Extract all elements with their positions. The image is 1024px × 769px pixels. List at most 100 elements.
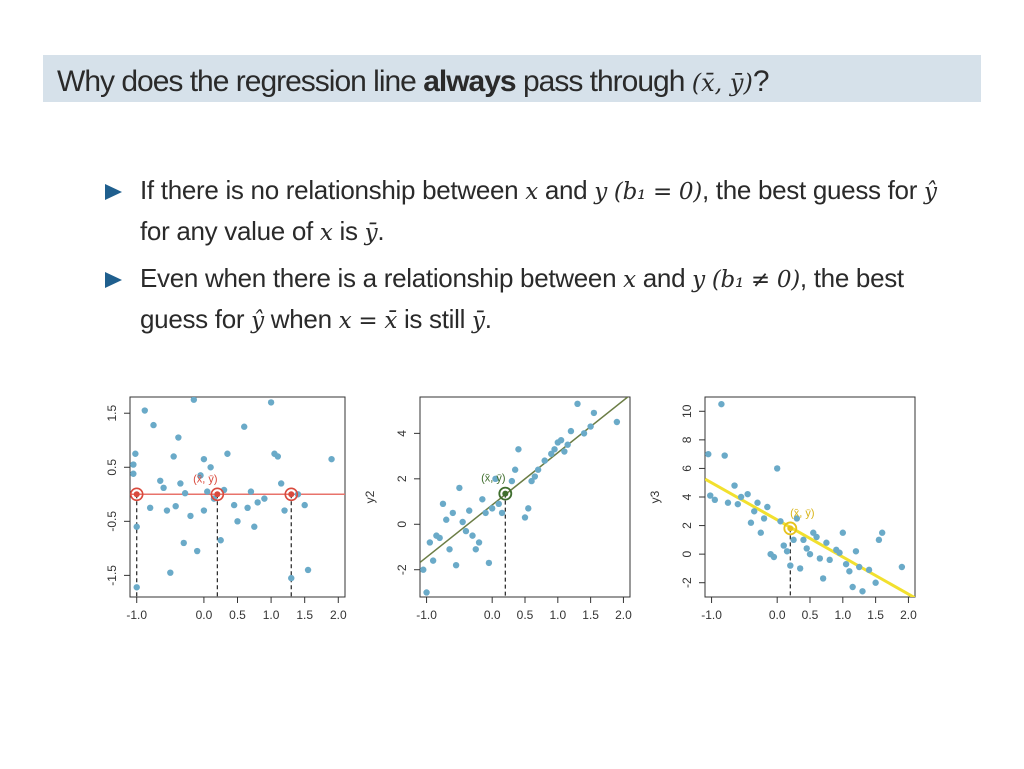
data-point	[462, 527, 470, 535]
data-point	[187, 512, 194, 520]
data-point	[217, 537, 224, 544]
data-point	[150, 421, 157, 429]
x-tick-label: 1.5	[582, 608, 599, 622]
data-point	[181, 490, 189, 497]
data-point	[197, 472, 204, 479]
data-point	[849, 583, 856, 591]
scatter-plots: -1.0 0.0 0.5 1.0 1.5 2.0 -1.5 -0.5 0.5 1.5 (x̄, ȳ)…	[105, 396, 917, 622]
data-point	[803, 545, 810, 552]
data-point	[747, 519, 755, 526]
data-point	[770, 553, 778, 561]
bullet-math: x	[319, 220, 333, 246]
data-point	[561, 448, 568, 455]
data-point	[204, 488, 211, 495]
data-point	[856, 563, 863, 571]
y-tick-label: -1.5	[105, 565, 119, 586]
data-point	[180, 539, 187, 547]
data-point	[469, 532, 476, 539]
data-point	[557, 436, 565, 444]
data-point	[813, 533, 820, 541]
mean-point-ring	[783, 521, 798, 536]
data-point	[751, 508, 758, 515]
data-point	[551, 446, 558, 453]
title-bar: Why does the regression line always pass…	[43, 55, 981, 102]
mean-point-ring	[498, 486, 513, 501]
data-point	[780, 542, 787, 549]
mean-label: (x̄, ȳ)	[790, 507, 814, 519]
bullet-text: , the best guess for	[140, 263, 904, 334]
data-point	[757, 529, 764, 536]
y-tick-label: 2	[395, 475, 409, 482]
data-point	[224, 450, 231, 457]
data-point	[254, 499, 261, 506]
y-tick-label: 4	[680, 493, 694, 500]
data-point	[826, 556, 833, 564]
data-point	[773, 465, 781, 472]
data-point	[133, 523, 140, 530]
y-tick-label: 8	[680, 436, 694, 443]
marked-point-ring	[129, 487, 144, 502]
data-point	[420, 566, 427, 573]
data-point	[525, 505, 532, 512]
bullet-text: If there is no relationship between	[140, 175, 526, 205]
data-point	[515, 446, 522, 453]
data-point	[177, 480, 184, 487]
data-point	[823, 539, 830, 546]
data-point	[760, 515, 768, 522]
data-point	[247, 488, 255, 495]
data-point	[724, 499, 732, 506]
data-point	[744, 490, 751, 498]
bullet-arrow-icon	[105, 272, 122, 288]
data-point	[281, 507, 288, 514]
data-point	[193, 547, 201, 555]
title-end: ?	[752, 65, 770, 98]
data-point	[613, 418, 621, 426]
bullet-math: x	[525, 179, 538, 205]
bullet-text: is still	[397, 304, 473, 334]
data-point	[267, 399, 275, 406]
y-axis-label: y3	[648, 490, 662, 503]
data-point	[534, 466, 542, 473]
data-point	[842, 560, 850, 568]
y-tick-label: 4	[395, 430, 409, 437]
title-pre: Why does the regression line	[57, 65, 424, 98]
data-point	[485, 559, 493, 567]
y-tick-label: 0.5	[105, 459, 119, 476]
bullet-text: .	[484, 304, 492, 334]
bullet-math: x = x̄	[338, 308, 398, 334]
data-point	[277, 480, 285, 487]
x-tick-label: 0.5	[802, 608, 819, 622]
data-point	[796, 565, 804, 572]
data-point	[580, 430, 588, 437]
data-point	[787, 562, 794, 569]
marked-point	[214, 491, 221, 498]
bullet-text: for any value of	[140, 216, 320, 246]
bullet-text: and	[635, 263, 693, 293]
data-point	[718, 400, 725, 408]
data-point	[466, 507, 473, 514]
data-point	[754, 499, 761, 506]
y-tick-label: -2	[680, 577, 694, 588]
data-point	[898, 563, 906, 571]
bullet-text: Even when there is a relationship betwee…	[140, 263, 624, 293]
data-point	[244, 504, 251, 512]
x-tick-label: 0.0	[196, 608, 213, 622]
data-point	[170, 453, 177, 460]
data-point	[590, 409, 598, 417]
data-point	[288, 574, 295, 582]
bullet-text: is	[332, 216, 365, 246]
data-point	[548, 450, 555, 458]
data-point	[865, 566, 873, 574]
x-tick-label: 0.0	[769, 608, 786, 622]
data-point	[230, 501, 238, 509]
data-point	[141, 407, 148, 414]
data-point	[328, 455, 335, 463]
title-post: pass through	[515, 65, 692, 98]
x-tick-label: 1.0	[834, 608, 851, 622]
data-point	[449, 509, 457, 517]
x-tick-label: -1.0	[701, 608, 722, 622]
data-point	[564, 441, 571, 448]
data-point	[200, 507, 208, 514]
data-point	[790, 536, 797, 544]
marked-point	[288, 491, 295, 498]
